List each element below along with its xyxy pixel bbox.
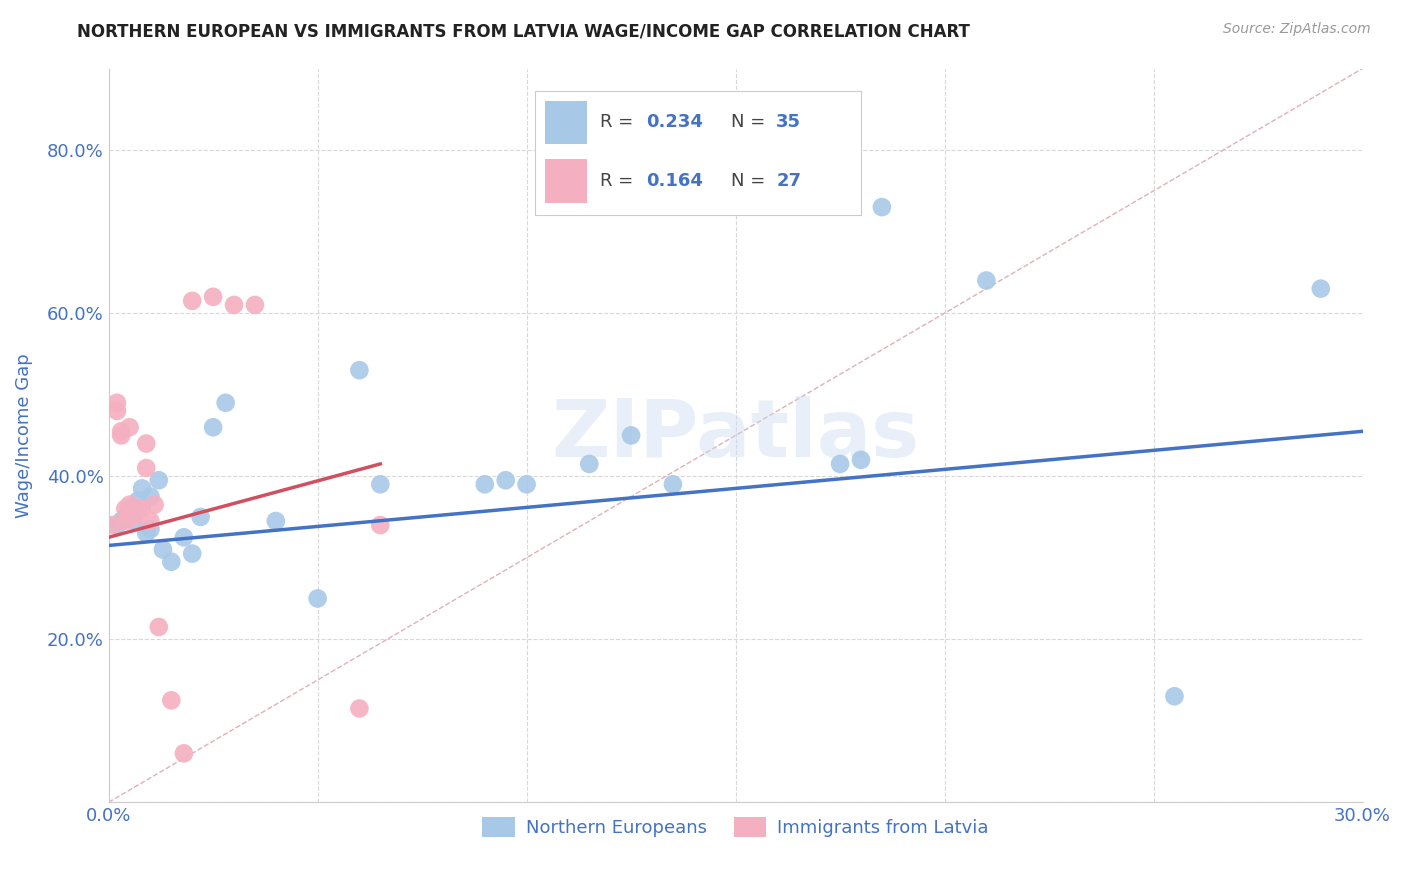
Point: [135, 436, 157, 450]
Point: [118, 498, 141, 512]
Point: [214, 396, 236, 410]
Point: [101, 518, 124, 533]
Point: [160, 555, 183, 569]
Legend: Northern Europeans, Immigrants from Latvia: Northern Europeans, Immigrants from Latv…: [475, 809, 995, 845]
Point: [114, 514, 136, 528]
Point: [118, 420, 141, 434]
Point: [849, 453, 872, 467]
Point: [127, 493, 149, 508]
Point: [139, 522, 162, 536]
Y-axis label: Wage/Income Gap: Wage/Income Gap: [15, 353, 32, 517]
Point: [118, 501, 141, 516]
Point: [139, 514, 162, 528]
Point: [114, 510, 136, 524]
Point: [135, 526, 157, 541]
Point: [368, 477, 391, 491]
Point: [202, 420, 225, 434]
Point: [870, 200, 893, 214]
Point: [135, 461, 157, 475]
Point: [127, 501, 149, 516]
Point: [1163, 690, 1185, 704]
Point: [122, 510, 145, 524]
Text: ZIPatlas: ZIPatlas: [551, 396, 920, 475]
Point: [662, 477, 685, 491]
Point: [143, 498, 166, 512]
Point: [578, 457, 600, 471]
Point: [105, 404, 128, 418]
Text: Source: ZipAtlas.com: Source: ZipAtlas.com: [1223, 22, 1371, 37]
Point: [173, 747, 195, 761]
Point: [495, 473, 517, 487]
Point: [114, 501, 136, 516]
Point: [181, 547, 204, 561]
Point: [264, 514, 287, 528]
Point: [516, 477, 538, 491]
Text: NORTHERN EUROPEAN VS IMMIGRANTS FROM LATVIA WAGE/INCOME GAP CORRELATION CHART: NORTHERN EUROPEAN VS IMMIGRANTS FROM LAT…: [77, 22, 970, 40]
Point: [349, 363, 371, 377]
Point: [148, 620, 170, 634]
Point: [110, 514, 132, 528]
Point: [118, 510, 141, 524]
Point: [139, 490, 162, 504]
Point: [620, 428, 643, 442]
Point: [181, 293, 204, 308]
Point: [122, 514, 145, 528]
Point: [173, 530, 195, 544]
Point: [202, 290, 225, 304]
Point: [368, 518, 391, 533]
Point: [1309, 282, 1331, 296]
Point: [148, 473, 170, 487]
Point: [976, 273, 998, 287]
Point: [222, 298, 245, 312]
Point: [131, 482, 153, 496]
Point: [474, 477, 496, 491]
Point: [105, 518, 128, 533]
Point: [243, 298, 266, 312]
Point: [349, 701, 371, 715]
Point: [152, 542, 174, 557]
Point: [160, 693, 183, 707]
Point: [307, 591, 329, 606]
Point: [105, 396, 128, 410]
Point: [131, 501, 153, 516]
Point: [122, 506, 145, 520]
Point: [118, 506, 141, 520]
Point: [110, 428, 132, 442]
Point: [190, 510, 212, 524]
Point: [110, 425, 132, 439]
Point: [830, 457, 852, 471]
